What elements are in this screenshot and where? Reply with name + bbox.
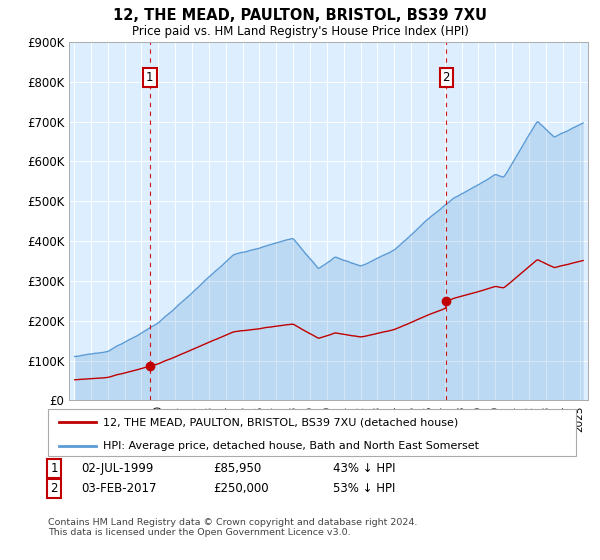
Text: £85,950: £85,950 (213, 462, 261, 475)
Text: 12, THE MEAD, PAULTON, BRISTOL, BS39 7XU (detached house): 12, THE MEAD, PAULTON, BRISTOL, BS39 7XU… (103, 417, 458, 427)
Text: 2: 2 (50, 482, 58, 495)
Text: £250,000: £250,000 (213, 482, 269, 495)
FancyBboxPatch shape (48, 409, 576, 456)
Text: 02-JUL-1999: 02-JUL-1999 (81, 462, 154, 475)
Text: Contains HM Land Registry data © Crown copyright and database right 2024.
This d: Contains HM Land Registry data © Crown c… (48, 518, 418, 538)
Text: 2: 2 (443, 71, 450, 85)
Text: 1: 1 (146, 71, 154, 85)
Text: 03-FEB-2017: 03-FEB-2017 (81, 482, 157, 495)
Text: 53% ↓ HPI: 53% ↓ HPI (333, 482, 395, 495)
Text: HPI: Average price, detached house, Bath and North East Somerset: HPI: Average price, detached house, Bath… (103, 441, 479, 451)
Text: 43% ↓ HPI: 43% ↓ HPI (333, 462, 395, 475)
Text: Price paid vs. HM Land Registry's House Price Index (HPI): Price paid vs. HM Land Registry's House … (131, 25, 469, 38)
Text: 1: 1 (50, 462, 58, 475)
Text: 12, THE MEAD, PAULTON, BRISTOL, BS39 7XU: 12, THE MEAD, PAULTON, BRISTOL, BS39 7XU (113, 8, 487, 24)
